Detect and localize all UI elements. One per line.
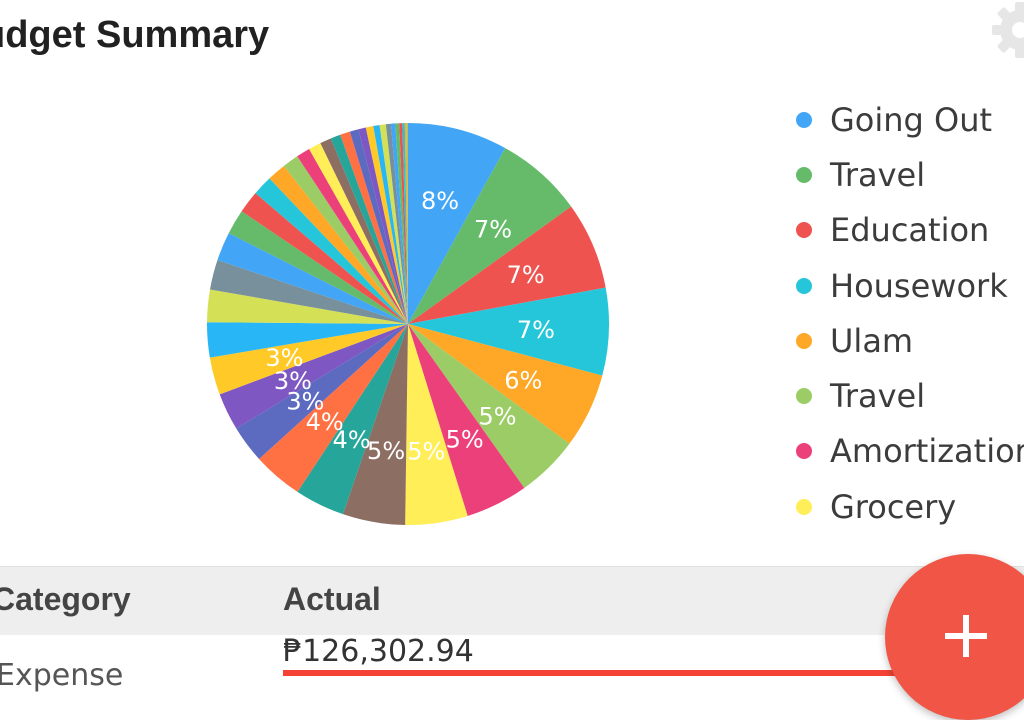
legend-item[interactable]: Travel [796, 147, 1024, 202]
legend-item[interactable]: Education [796, 203, 1024, 258]
table-header: Category Actual [0, 566, 1024, 635]
pie-slice[interactable] [373, 125, 408, 324]
legend-item[interactable]: Travel [796, 368, 1024, 423]
legend-label: Going Out [830, 100, 993, 139]
pie-slice[interactable] [408, 324, 603, 444]
pie-slice-label: 4% [306, 408, 344, 436]
pie-slice[interactable] [228, 211, 408, 324]
legend-label: Grocery [830, 487, 957, 526]
pie-slice-label: 7% [517, 316, 555, 344]
pie-slice[interactable] [236, 324, 408, 459]
legend-label: Housework [830, 266, 1008, 305]
legend-swatch [796, 498, 812, 515]
legend-label: Travel [830, 155, 926, 194]
pie-slice[interactable] [269, 165, 408, 324]
budget-pie-chart[interactable]: 8%7%7%7%6%5%5%5%5%4%4%3%3%3% [0, 90, 760, 560]
column-header-actual[interactable]: Actual [283, 581, 381, 617]
pie-slice[interactable] [395, 123, 408, 324]
legend-label: Travel [830, 377, 926, 416]
pie-slice[interactable] [408, 324, 525, 516]
pie-slice-label: 5% [478, 403, 516, 431]
pie-slice[interactable] [297, 149, 408, 324]
pie-slice[interactable] [358, 127, 408, 324]
legend-item[interactable]: Housework [796, 258, 1024, 313]
pie-slice[interactable] [365, 126, 408, 324]
gear-icon[interactable] [990, 0, 1024, 60]
pie-slice-label: 7% [507, 261, 545, 289]
page-title: udget Summary [0, 14, 270, 56]
pie-slice[interactable] [217, 233, 408, 324]
legend-swatch [796, 111, 812, 128]
legend-item[interactable]: Amortizatior [796, 424, 1024, 479]
legend-swatch [796, 277, 812, 294]
pie-slice[interactable] [404, 123, 408, 324]
pie-slice-label: 4% [333, 426, 371, 454]
pie-slice[interactable] [406, 122, 408, 324]
actual-progress-bar [283, 670, 923, 676]
plus-icon [945, 615, 987, 657]
pie-slice[interactable] [309, 143, 408, 324]
pie-slice[interactable] [408, 123, 506, 324]
pie-slice-label: 3% [274, 367, 312, 395]
pie-slice[interactable] [349, 129, 408, 324]
pie-slice[interactable] [283, 156, 408, 324]
pie-slice-label: 5% [446, 426, 484, 454]
pie-slice-label: 6% [504, 367, 542, 395]
pie-slice[interactable] [379, 124, 408, 324]
pie-slice[interactable] [385, 123, 408, 324]
pie-slice[interactable] [399, 123, 408, 324]
pie-slice[interactable] [330, 134, 408, 324]
actual-total: ₱126,302.94 [283, 634, 474, 669]
pie-slice-label: 3% [286, 388, 324, 416]
legend-swatch [796, 222, 812, 239]
pie-slice[interactable] [408, 206, 606, 324]
legend-swatch [796, 388, 812, 405]
pie-slice[interactable] [342, 324, 408, 525]
pie-slice-label: 7% [474, 215, 512, 243]
chart-legend: Going Out Travel Education Housework Ulam Tra… [796, 92, 1024, 534]
legend-label: Amortizatior [830, 432, 1024, 471]
legend-item[interactable]: Grocery [796, 479, 1024, 534]
legend-swatch [796, 166, 812, 183]
pie-slice[interactable] [207, 322, 408, 358]
pie-slice[interactable] [259, 324, 408, 492]
pie-slice[interactable] [405, 324, 468, 526]
pie-slice[interactable] [340, 131, 408, 324]
pie-slice[interactable] [320, 138, 408, 324]
pie-slice-label: 8% [421, 187, 459, 215]
pie-slice-label: 5% [407, 438, 445, 466]
column-header-category[interactable]: Category [0, 581, 131, 617]
pie-slice[interactable] [408, 287, 610, 376]
pie-slice-label: 3% [265, 344, 303, 372]
pie-slice[interactable] [209, 324, 408, 395]
pie-slice[interactable] [408, 324, 570, 488]
pie-slice[interactable] [402, 123, 408, 324]
pie-slice[interactable] [209, 259, 408, 324]
pie-slice[interactable] [297, 324, 408, 515]
pie-slice[interactable] [408, 148, 572, 324]
legend-swatch [796, 443, 812, 460]
legend-item[interactable]: Ulam [796, 313, 1024, 368]
table-row-category[interactable]: Expense [0, 658, 124, 693]
pie-slice-label: 5% [367, 437, 405, 465]
pie-slice[interactable] [255, 178, 408, 324]
pie-slice[interactable] [241, 193, 408, 324]
legend-label: Ulam [830, 321, 914, 360]
legend-item[interactable]: Going Out [796, 92, 1024, 147]
pie-slice[interactable] [390, 123, 408, 325]
legend-label: Education [830, 211, 990, 250]
pie-slice[interactable] [207, 289, 408, 324]
legend-swatch [796, 332, 812, 349]
pie-slice[interactable] [219, 324, 408, 429]
